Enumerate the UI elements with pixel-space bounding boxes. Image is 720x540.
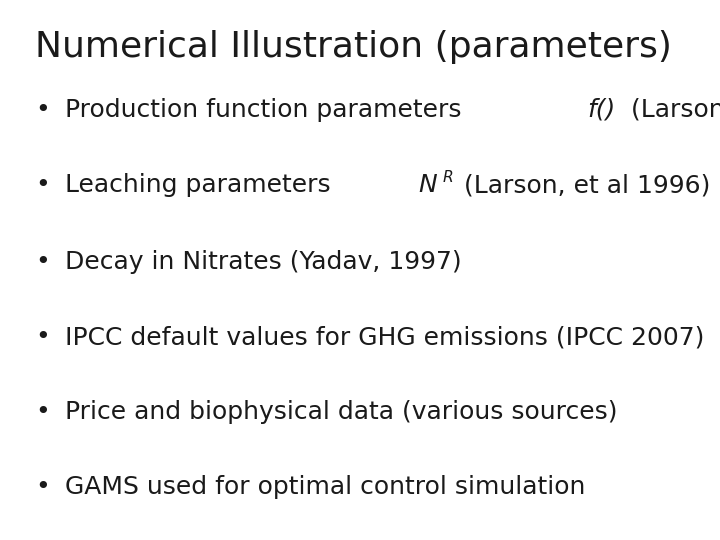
Text: Price and biophysical data (various sources): Price and biophysical data (various sour… — [65, 400, 618, 424]
Text: Leaching parameters: Leaching parameters — [65, 173, 338, 197]
Text: Numerical Illustration (parameters): Numerical Illustration (parameters) — [35, 30, 672, 64]
Text: N: N — [418, 173, 437, 197]
Text: •: • — [35, 325, 50, 349]
Text: •: • — [35, 173, 50, 197]
Text: •: • — [35, 250, 50, 274]
Text: (Larson, et al 1996): (Larson, et al 1996) — [456, 173, 711, 197]
Text: Decay in Nitrates (Yadav, 1997): Decay in Nitrates (Yadav, 1997) — [65, 250, 462, 274]
Text: Production function parameters: Production function parameters — [65, 98, 469, 122]
Text: •: • — [35, 475, 50, 499]
Text: IPCC default values for GHG emissions (IPCC 2007): IPCC default values for GHG emissions (I… — [65, 325, 704, 349]
Text: f(): f() — [587, 98, 615, 122]
Text: (Larson, et al 1996): (Larson, et al 1996) — [624, 98, 720, 122]
Text: •: • — [35, 98, 50, 122]
Text: GAMS used for optimal control simulation: GAMS used for optimal control simulation — [65, 475, 585, 499]
Text: R: R — [442, 171, 453, 186]
Text: •: • — [35, 400, 50, 424]
